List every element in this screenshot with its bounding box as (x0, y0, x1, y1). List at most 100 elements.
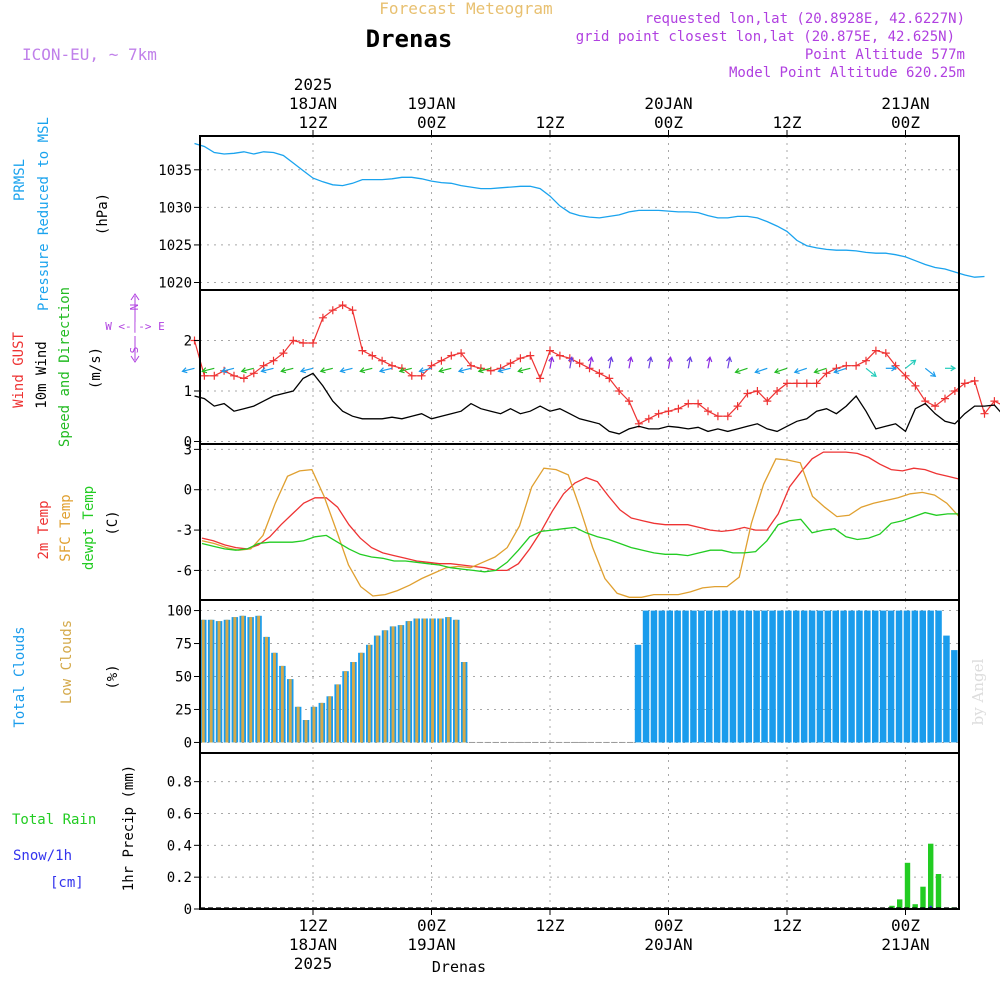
wind-gust-point (674, 404, 683, 413)
wind-direction-arrowhead (793, 368, 800, 374)
total-cloud-bar (895, 610, 903, 743)
wind-direction-arrow (727, 357, 731, 369)
wind-direction-arrowhead (477, 367, 484, 374)
top-time-label: 18JAN (289, 94, 337, 113)
model-label: ICON-EU, ~ 7km (22, 45, 157, 64)
location-title: Drenas (366, 25, 453, 53)
total-cloud-bar (864, 610, 871, 743)
wind-direction-arrowhead (891, 365, 897, 372)
wind-direction-arrowhead (319, 367, 326, 374)
low-cloud-bar (352, 662, 355, 743)
wind-gust-point (753, 387, 762, 395)
total-cloud-bar (927, 610, 934, 743)
y-tick-label: 25 (175, 702, 192, 718)
wind-gust-point (881, 349, 890, 358)
total-rain-label: Total Rain (12, 812, 96, 828)
total-cloud-bar (769, 610, 776, 743)
wind-gust-point (368, 351, 377, 360)
total-cloud-bar (650, 610, 658, 743)
wind-direction-arrowhead (725, 356, 733, 363)
wind-gust-point (990, 397, 999, 406)
wind-gust-point (862, 356, 870, 365)
wind-gust-point (783, 379, 791, 388)
wind-direction-arrowhead (930, 371, 937, 378)
low-cloud-bar (328, 696, 332, 743)
wind-gust-point (249, 369, 258, 378)
wind-direction-arrowhead (686, 356, 693, 363)
wind-gust-point (447, 351, 456, 360)
y-tick-label: 0 (184, 483, 192, 499)
wind-direction-arrow (648, 357, 652, 369)
wind-gust-point (852, 361, 861, 370)
total-cloud-bar (935, 610, 942, 743)
wind-gust-point (309, 339, 317, 347)
wind-gust-point (486, 366, 495, 375)
point-altitude: Point Altitude 577m (805, 47, 965, 63)
top-time-label: 00Z (891, 113, 920, 132)
y-tick-label: 0.8 (167, 775, 192, 791)
wind-gust-point (871, 346, 880, 355)
wind-unit: (m/s) (88, 347, 104, 389)
wind-direction-arrowhead (299, 367, 306, 374)
y-tick-label: 75 (175, 637, 192, 653)
low-cloud-bar (415, 618, 419, 743)
wind-10m-line (194, 372, 1000, 435)
total-cloud-bar (824, 610, 832, 743)
wind-direction-arrowhead (548, 356, 555, 363)
total-cloud-bar (674, 610, 681, 743)
y-tick-label: -6 (175, 563, 192, 579)
wind-gust-point (615, 387, 624, 395)
y-tick-label: 3 (184, 442, 192, 458)
low-cloud-bar (296, 706, 300, 743)
wind-gust-point (378, 356, 387, 365)
wind-gust-point (911, 381, 920, 390)
wind-direction-arrowhead (607, 356, 614, 363)
snow-unit: [cm] (50, 875, 84, 891)
wind-direction-arrow (707, 357, 711, 369)
wind-direction-arrowhead (646, 356, 654, 363)
requested-coords: requested lon,lat (20.8928E, 42.6227N) (645, 11, 965, 27)
total-cloud-bar (816, 610, 824, 743)
wind-direction-arrow (628, 357, 632, 369)
low-cloud-bar (288, 679, 292, 743)
compass-arrows-icon (130, 293, 140, 363)
wind-direction-arrow (498, 367, 511, 372)
y-tick-label: 1025 (158, 238, 192, 254)
total-cloud-bar (872, 610, 879, 743)
panel-frame (199, 752, 960, 910)
wind-direction-arrow (320, 367, 333, 372)
wind-gust-point (279, 349, 288, 358)
top-time-label: 19JAN (407, 94, 455, 113)
rain-bar (920, 886, 926, 909)
y-tick-label: 1020 (158, 275, 192, 291)
wind-direction-arrow (687, 357, 691, 369)
total-clouds-label: Total Clouds (12, 626, 28, 727)
plot-marks (181, 142, 1000, 909)
wind-gust-point (417, 371, 426, 380)
wind-direction-arrowhead (260, 367, 267, 374)
wind-gust-point (704, 407, 712, 416)
low-cloud-bar (336, 684, 340, 743)
low-cloud-bar (367, 644, 371, 743)
compass-we: W <-|-> E (105, 320, 165, 333)
bottom-time-label: 00Z (417, 916, 446, 935)
wind-gust-point (773, 387, 782, 395)
low-cloud-bar (359, 652, 363, 743)
low-cloud-bar (399, 625, 403, 743)
low-cloud-bar (304, 720, 308, 743)
wind-direction-arrow (261, 367, 274, 372)
wind-gust-line (193, 304, 1000, 425)
wind-direction-arrowhead (706, 356, 713, 363)
low-cloud-bar (439, 618, 442, 743)
total-cloud-bar (887, 610, 895, 743)
bottom-time-label: 12Z (773, 916, 802, 935)
wind-gust-point (812, 379, 821, 388)
low-cloud-bar (320, 702, 324, 743)
snow-label: Snow/1h (13, 848, 72, 864)
wind-gust-point (555, 351, 564, 360)
y-tick-label: 0.6 (167, 806, 192, 822)
bottom-time-label: 00Z (891, 916, 920, 935)
wind-gust-point (407, 371, 416, 380)
wind-direction-arrowhead (587, 356, 594, 363)
